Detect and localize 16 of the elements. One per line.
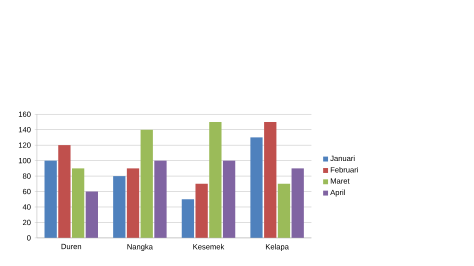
bar [264,122,276,238]
bar [182,199,194,238]
bar [250,138,263,238]
bar [222,160,236,238]
bar [278,184,290,238]
bar [154,160,167,238]
bar [72,168,84,238]
bar [195,184,208,238]
bar [126,168,140,238]
bar [44,160,57,238]
bar [209,122,222,238]
bar [292,168,304,238]
bar [113,176,126,238]
bar [58,145,71,238]
bar [86,192,98,238]
bar [140,130,153,238]
